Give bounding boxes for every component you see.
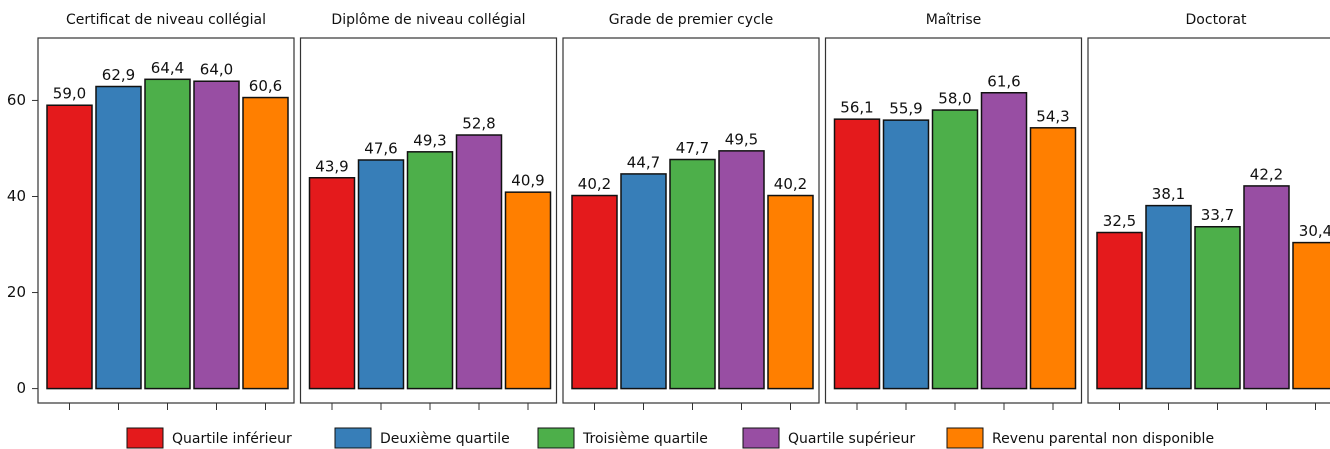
bar (980, 92, 1028, 390)
bar (767, 194, 814, 390)
value-label: 49,5 (725, 130, 758, 148)
bar (455, 134, 503, 390)
legend-swatch (946, 427, 984, 449)
legend-label: Revenu parental non disponible (992, 431, 1214, 447)
bar (833, 118, 881, 390)
bar (95, 85, 142, 390)
value-label: 60,6 (249, 77, 282, 95)
bar (144, 78, 191, 390)
bar (669, 158, 716, 390)
value-label: 38,1 (1152, 185, 1185, 203)
value-label: 30,4 (1299, 222, 1330, 240)
value-label: 47,6 (364, 139, 397, 157)
value-label: 61,6 (987, 72, 1020, 90)
legend-label: Quartile inférieur (172, 431, 292, 447)
bar (1243, 185, 1290, 390)
panel-title: Diplôme de niveau collégial (331, 12, 525, 28)
y-tick-label: 40 (7, 187, 26, 205)
panel (1087, 37, 1330, 404)
legend-label: Quartile supérieur (788, 431, 915, 447)
bar (357, 159, 405, 390)
panel (562, 37, 820, 404)
value-label: 43,9 (315, 157, 348, 175)
legend-swatch (334, 427, 372, 449)
bar (308, 177, 356, 390)
bar (242, 96, 289, 390)
panel (824, 37, 1083, 404)
value-label: 64,0 (200, 61, 233, 79)
value-label: 58,0 (938, 90, 971, 108)
bar (1145, 204, 1192, 390)
value-label: 64,4 (151, 59, 184, 77)
value-label: 49,3 (413, 131, 446, 149)
bar (1029, 127, 1077, 390)
bar (931, 109, 979, 390)
bar (504, 191, 552, 390)
legend-label: Deuxième quartile (380, 431, 510, 447)
legend-swatch (537, 427, 575, 449)
bar (1292, 241, 1330, 390)
legend-label: Troisième quartile (582, 431, 708, 447)
y-tick-label: 0 (16, 379, 26, 397)
bar (46, 104, 93, 390)
value-label: 54,3 (1036, 107, 1069, 125)
value-label: 40,2 (774, 175, 807, 193)
bar (718, 150, 765, 390)
bar (1096, 231, 1143, 390)
value-label: 47,7 (676, 139, 709, 157)
panel (37, 37, 295, 404)
legend-swatch (126, 427, 164, 449)
bar (1194, 225, 1241, 390)
panel (299, 37, 558, 404)
value-label: 40,9 (511, 172, 544, 190)
value-label: 42,2 (1250, 165, 1283, 183)
value-label: 56,1 (840, 99, 873, 117)
bar (193, 80, 240, 390)
y-tick-label: 60 (7, 91, 26, 109)
value-label: 55,9 (889, 100, 922, 118)
y-tick-label: 20 (7, 283, 26, 301)
bar (406, 151, 454, 390)
panel-title: Grade de premier cycle (609, 12, 774, 28)
value-label: 59,0 (53, 85, 86, 103)
value-label: 44,7 (627, 153, 660, 171)
panel-title: Maîtrise (926, 12, 982, 28)
value-label: 62,9 (102, 66, 135, 84)
legend-swatch (742, 427, 780, 449)
value-label: 32,5 (1103, 212, 1136, 230)
value-label: 40,2 (578, 175, 611, 193)
panel-title: Doctorat (1186, 12, 1247, 28)
bar (620, 173, 667, 390)
panel-title: Certificat de niveau collégial (66, 12, 266, 28)
value-label: 33,7 (1201, 206, 1234, 224)
bar (882, 119, 930, 390)
bar (571, 194, 618, 390)
value-label: 52,8 (462, 115, 495, 133)
